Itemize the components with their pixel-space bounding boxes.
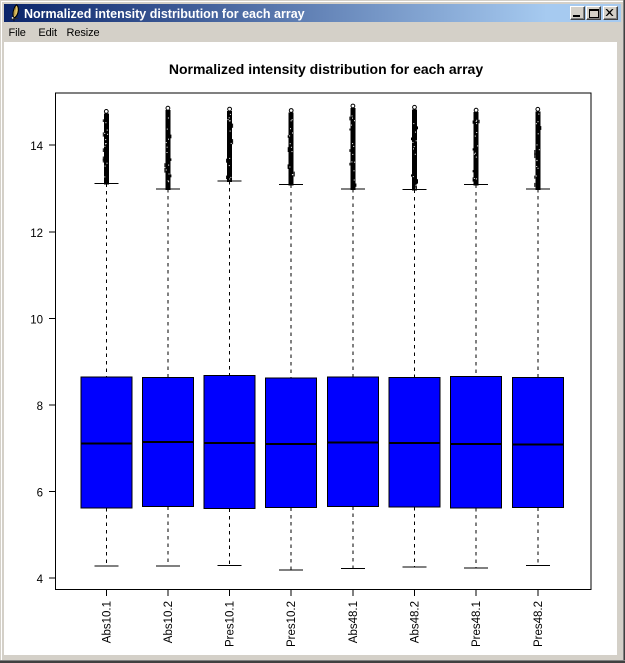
svg-text:Normalized intensity distribut: Normalized intensity distribution for ea… <box>169 61 484 77</box>
svg-text:Abs48.2: Abs48.2 <box>410 601 422 643</box>
svg-text:6: 6 <box>37 488 43 500</box>
svg-text:14: 14 <box>30 141 43 153</box>
svg-text:Abs48.1: Abs48.1 <box>348 601 360 643</box>
svg-text:Pres10.1: Pres10.1 <box>225 601 237 647</box>
svg-text:12: 12 <box>30 228 43 240</box>
svg-text:Pres48.2: Pres48.2 <box>533 601 545 647</box>
svg-text:4: 4 <box>37 574 44 586</box>
svg-text:10: 10 <box>30 314 43 326</box>
svg-text:Abs10.1: Abs10.1 <box>101 601 113 643</box>
svg-text:Pres10.2: Pres10.2 <box>286 601 298 647</box>
svg-text:Abs10.2: Abs10.2 <box>163 601 175 643</box>
svg-text:Pres48.1: Pres48.1 <box>471 601 483 647</box>
svg-text:8: 8 <box>37 401 43 413</box>
